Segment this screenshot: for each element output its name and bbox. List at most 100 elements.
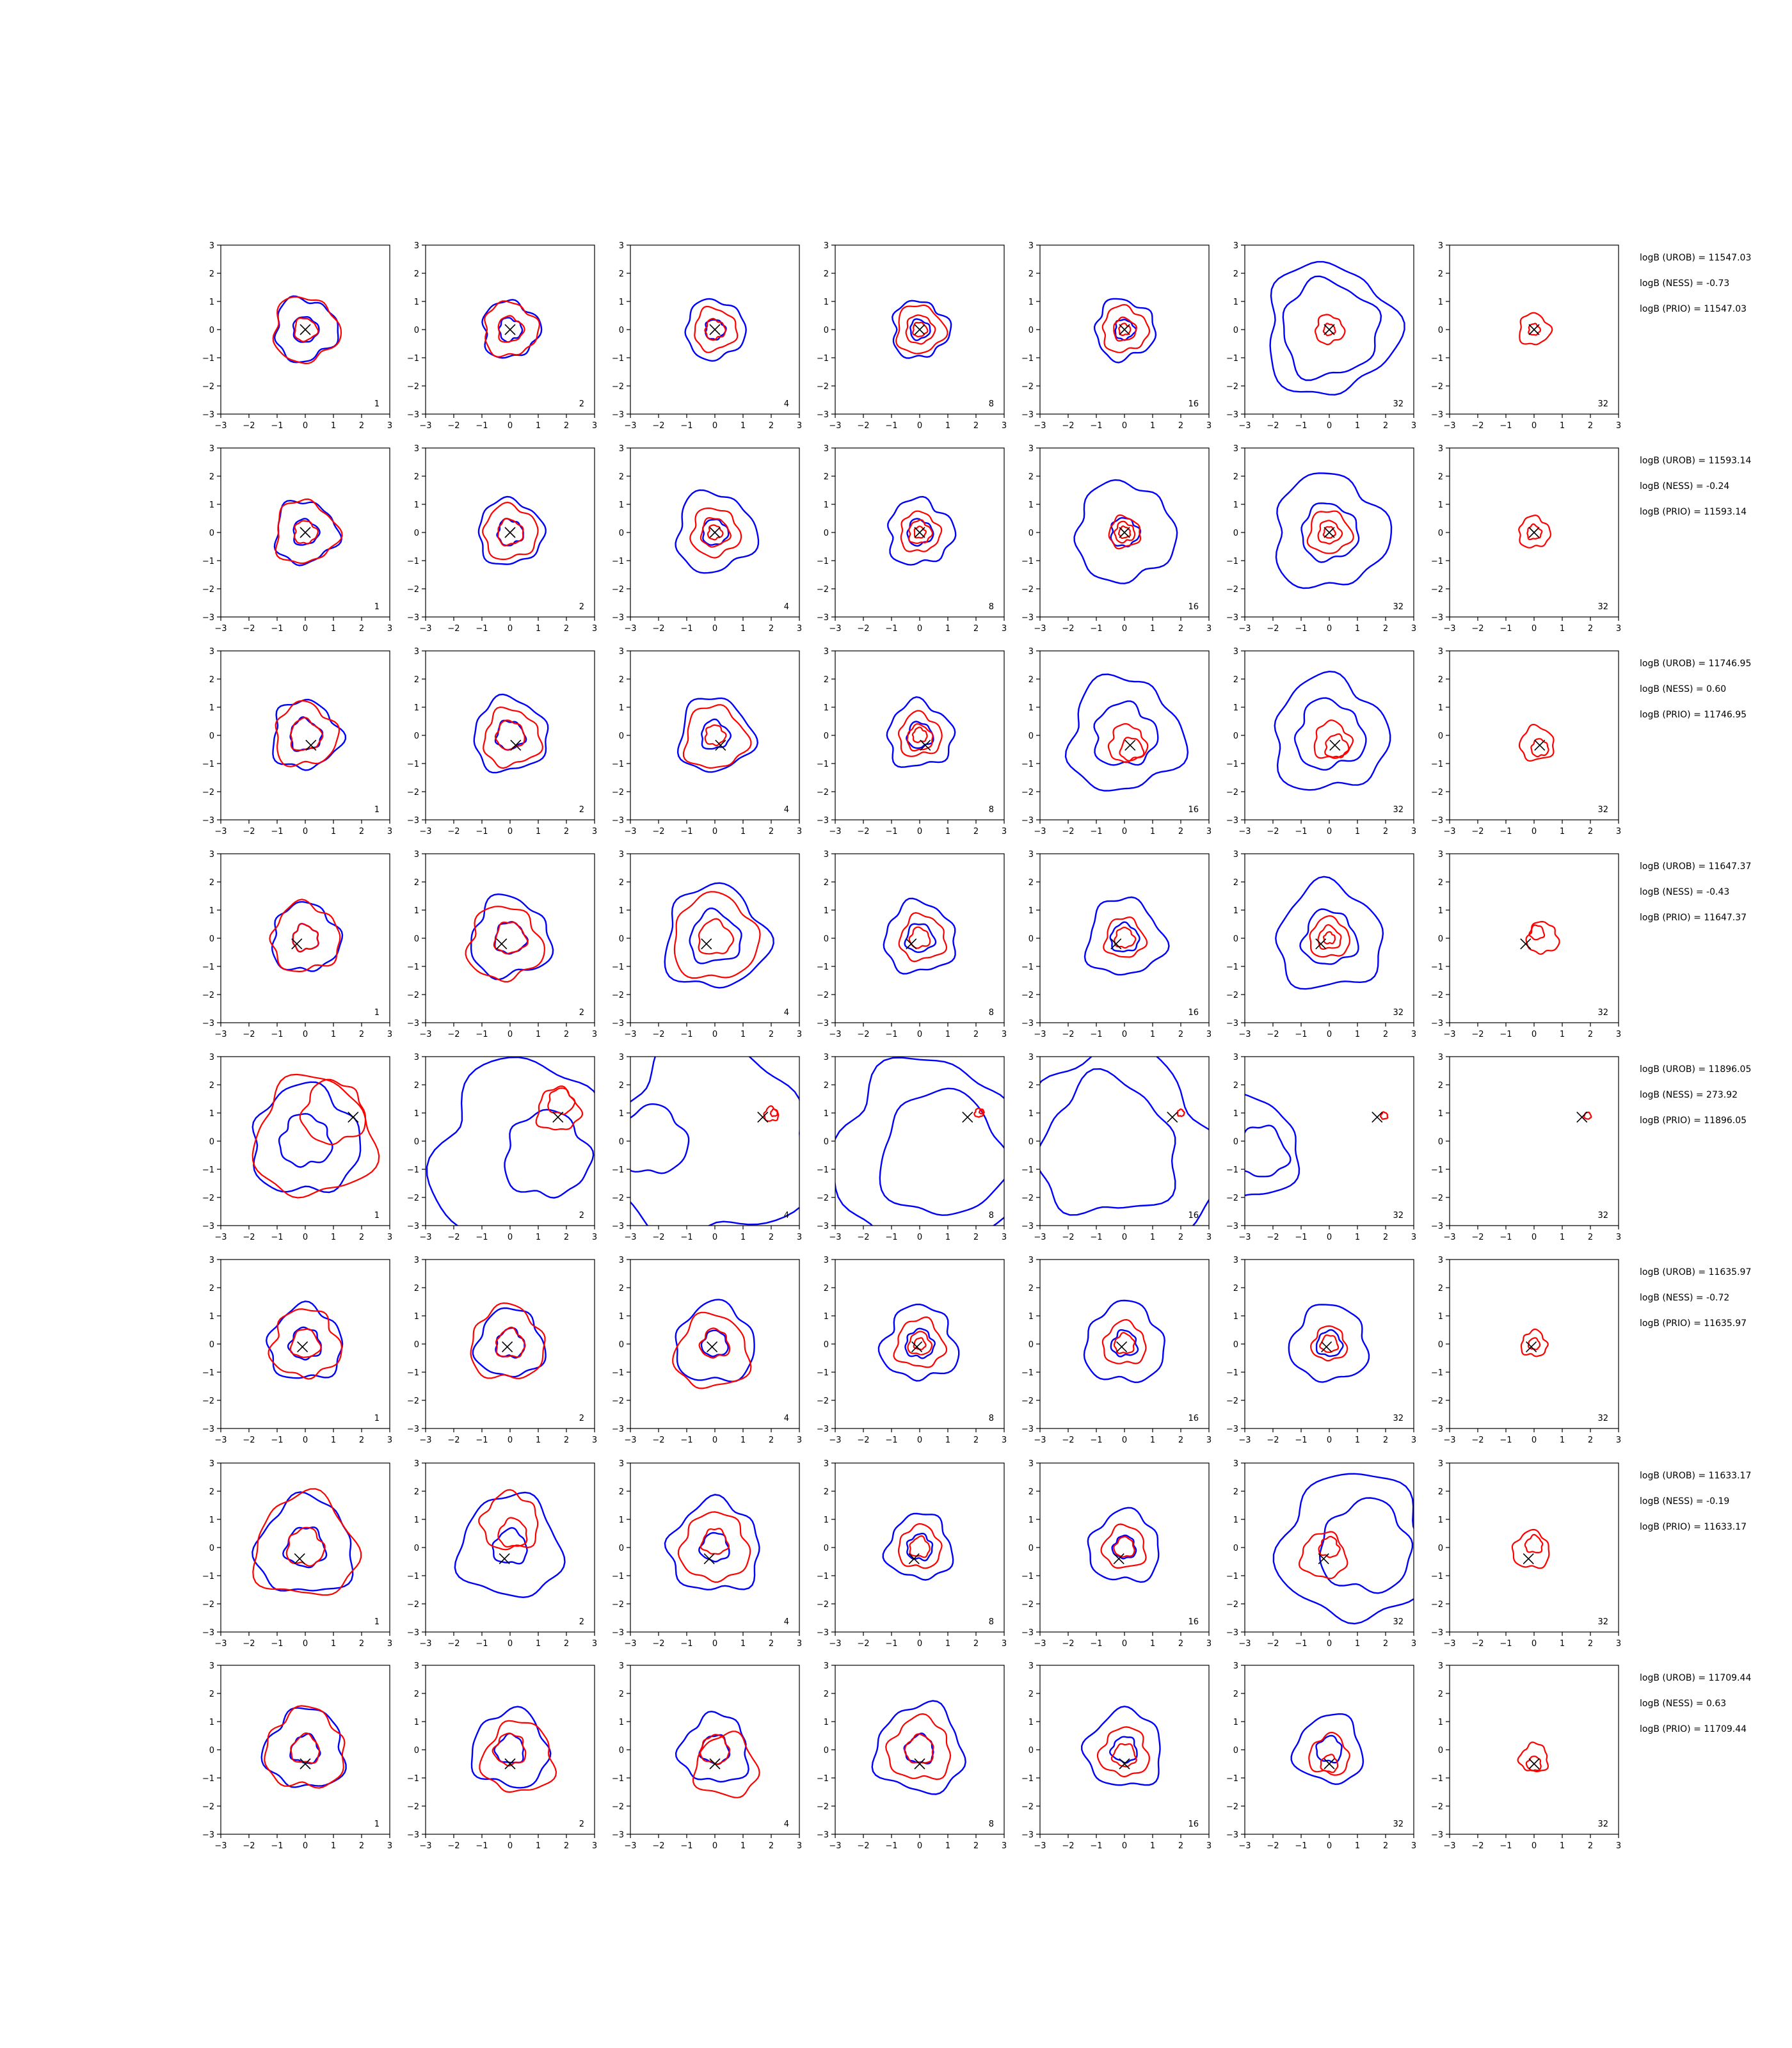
- blue-contour: [1274, 670, 1391, 791]
- x-tick-label: −3: [624, 1030, 636, 1039]
- x-tick-label: 1: [1150, 624, 1155, 634]
- y-tick-label: −2: [407, 585, 419, 595]
- red-contour: [698, 918, 735, 955]
- blue-contour: [470, 893, 554, 980]
- contour-group: [1583, 1111, 1592, 1120]
- blue-contour: [481, 299, 543, 359]
- x-tick-label: −2: [652, 624, 664, 634]
- y-tick-label: 3: [824, 647, 829, 657]
- x-tick-label: −2: [857, 1233, 869, 1242]
- red-contour: [1322, 525, 1336, 539]
- red-contour: [1118, 323, 1132, 336]
- panel-r8-c5: −3 −2 −1 0 1 2 3 −3 −2 −1 0 1 2 3 16: [1021, 1661, 1212, 1851]
- y-tick-label: 3: [209, 1459, 214, 1469]
- x-tick-label: 2: [769, 624, 774, 634]
- blue-contour: [472, 1307, 547, 1378]
- contour-group: [465, 893, 554, 983]
- contour-group: [1525, 920, 1560, 955]
- blue-contour: [675, 1299, 755, 1382]
- x-tick-label: 1: [1355, 1233, 1360, 1242]
- panel-r6-c4: −3 −2 −1 0 1 2 3 −3 −2 −1 0 1 2 3 8: [817, 1256, 1007, 1445]
- x-tick-label: 2: [564, 1030, 569, 1039]
- y-tick-label: 2: [414, 269, 419, 279]
- x-tick-label: −1: [680, 1233, 692, 1242]
- x-tick-label: −2: [652, 1639, 664, 1649]
- true-parameter-marker: [305, 739, 317, 751]
- x-tick-label: −1: [680, 827, 692, 836]
- y-tick-label: 2: [1438, 269, 1443, 279]
- contour-group: [1083, 1299, 1165, 1384]
- x-tick-label: 0: [1532, 1436, 1537, 1445]
- panel-r2-c2: −3 −2 −1 0 1 2 3 −3 −2 −1 0 1 2 3 2: [407, 444, 597, 634]
- x-tick-label: −3: [1238, 1841, 1251, 1851]
- panel-r2-c7: −3 −2 −1 0 1 2 3 −3 −2 −1 0 1 2 3 32: [1431, 444, 1621, 634]
- blue-contour: [260, 1707, 347, 1788]
- y-tick-label: 0: [1028, 326, 1034, 335]
- true-parameter-marker: [1321, 1341, 1332, 1352]
- x-tick-label: 0: [712, 421, 717, 431]
- x-tick-label: 0: [508, 1841, 513, 1851]
- true-parameter-marker: [1119, 527, 1130, 538]
- x-tick-label: 2: [1178, 1436, 1183, 1445]
- y-tick-label: 2: [1233, 1284, 1238, 1293]
- panel-scale-label: 4: [784, 1211, 789, 1220]
- x-tick-label: 3: [797, 624, 802, 634]
- x-tick-label: 3: [1616, 421, 1621, 431]
- panel-scale-label: 2: [579, 1414, 584, 1423]
- y-tick-label: 1: [209, 1516, 214, 1525]
- panel-r7-c3: −3 −2 −1 0 1 2 3 −3 −2 −1 0 1 2 3 4: [612, 1459, 802, 1649]
- y-tick-label: 2: [1233, 1690, 1238, 1699]
- y-tick-label: −3: [1226, 1222, 1238, 1231]
- panel-r8-c1: −3 −2 −1 0 1 2 3 −3 −2 −1 0 1 2 3 1: [202, 1661, 392, 1851]
- y-tick-label: 0: [1028, 1340, 1034, 1350]
- x-tick-label: −3: [214, 624, 227, 634]
- x-tick-label: 3: [592, 1030, 597, 1039]
- contour-group: [675, 1710, 760, 1798]
- row-1-note-3: logB (PRIO) = 11547.03: [1640, 304, 1747, 314]
- x-tick-label: −3: [419, 1841, 431, 1851]
- y-tick-label: 3: [414, 241, 419, 251]
- red-contour: [1309, 915, 1351, 958]
- true-parameter-marker: [914, 527, 925, 538]
- x-tick-label: −1: [476, 1030, 488, 1039]
- blue-contour: [906, 1532, 934, 1562]
- axes-frame: [835, 1462, 1005, 1633]
- y-tick-label: −2: [1431, 1396, 1443, 1406]
- red-contour: [478, 1489, 539, 1551]
- x-tick-label: −1: [885, 1639, 897, 1649]
- x-tick-label: −1: [1295, 1030, 1307, 1039]
- panel-r5-c2: −3 −2 −1 0 1 2 3 −3 −2 −1 0 1 2 3 2: [407, 1053, 597, 1242]
- y-tick-label: 3: [1438, 850, 1443, 860]
- y-tick-label: 2: [414, 472, 419, 482]
- x-tick-label: 2: [1383, 1436, 1388, 1445]
- panel-r6-c3: −3 −2 −1 0 1 2 3 −3 −2 −1 0 1 2 3 4: [612, 1256, 802, 1445]
- y-tick-label: 1: [619, 1516, 624, 1525]
- blue-contour: [292, 316, 320, 343]
- x-tick-label: −2: [447, 1233, 460, 1242]
- y-tick-label: 1: [1233, 298, 1238, 307]
- y-tick-label: −1: [817, 1165, 829, 1175]
- blue-contour: [879, 1087, 1004, 1216]
- contour-group: [892, 300, 952, 359]
- y-tick-label: 1: [1438, 906, 1443, 916]
- y-tick-label: 0: [209, 1746, 214, 1756]
- x-tick-label: 1: [1150, 1436, 1155, 1445]
- true-parameter-marker: [496, 938, 508, 950]
- x-tick-label: −3: [1034, 1436, 1046, 1445]
- contour-group: [260, 1705, 347, 1789]
- contour-group: [1288, 1304, 1370, 1383]
- y-tick-label: 0: [824, 326, 829, 335]
- x-tick-label: −3: [1238, 827, 1251, 836]
- x-tick-label: 1: [1150, 1841, 1155, 1851]
- x-tick-label: −2: [1471, 1841, 1484, 1851]
- y-tick-label: 3: [1233, 647, 1238, 657]
- y-tick-label: −1: [817, 760, 829, 769]
- true-parameter-marker: [1520, 938, 1532, 950]
- x-tick-label: −3: [1443, 827, 1455, 836]
- y-tick-label: −3: [407, 613, 419, 623]
- x-tick-label: 2: [564, 1233, 569, 1242]
- blue-contour: [906, 721, 934, 749]
- y-tick-label: 2: [414, 1690, 419, 1699]
- red-contour: [1528, 924, 1546, 941]
- red-contour: [547, 1087, 576, 1116]
